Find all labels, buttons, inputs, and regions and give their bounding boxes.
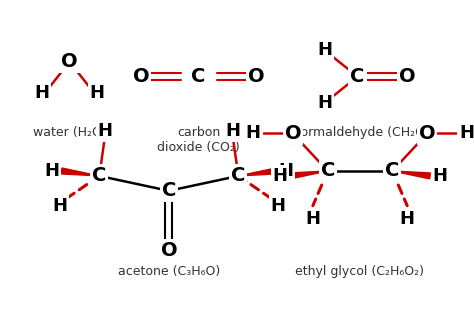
Text: C: C [350,67,365,86]
Text: water (H₂O): water (H₂O) [33,126,106,139]
Text: C: C [191,67,206,86]
Text: C: C [92,166,107,185]
Polygon shape [238,168,276,176]
Text: H: H [317,94,332,113]
Text: H: H [317,41,332,59]
Polygon shape [392,171,430,179]
Text: H: H [225,122,240,140]
Text: H: H [98,122,113,140]
Text: H: H [44,162,59,180]
Text: H: H [400,210,415,228]
Polygon shape [290,171,328,179]
Text: O: O [248,67,264,86]
Text: H: H [52,197,67,215]
Text: H: H [246,124,261,142]
Text: H: H [34,84,49,103]
Text: H: H [305,210,320,228]
Text: O: O [161,241,177,260]
Text: H: H [273,167,288,185]
Text: carbon
dioxide (CO₂): carbon dioxide (CO₂) [157,126,240,154]
Text: O: O [61,52,78,71]
Text: acetone (C₃H₆O): acetone (C₃H₆O) [118,265,220,278]
Text: H: H [459,124,474,142]
Text: O: O [285,124,301,143]
Text: O: O [419,124,436,143]
Text: H: H [271,197,286,215]
Text: H: H [279,162,293,180]
Text: O: O [133,67,149,86]
Text: C: C [162,181,176,200]
Text: C: C [231,166,246,185]
Polygon shape [61,168,100,176]
Text: ethyl glycol (C₂H₆O₂): ethyl glycol (C₂H₆O₂) [295,265,424,278]
Text: H: H [90,84,105,103]
Text: formaldehyde (CH₂O): formaldehyde (CH₂O) [296,126,429,139]
Text: C: C [385,162,400,180]
Text: C: C [320,162,335,180]
Text: H: H [432,167,447,185]
Text: O: O [399,67,416,86]
